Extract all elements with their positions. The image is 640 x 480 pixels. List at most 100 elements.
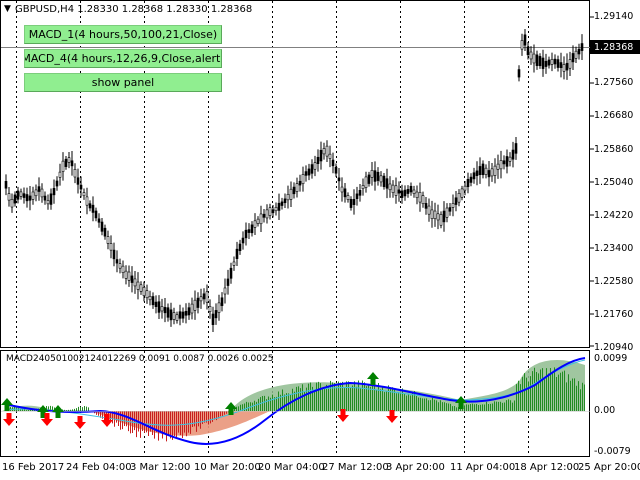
candle-body [193, 299, 197, 311]
candle-body [163, 307, 167, 314]
candle-body [286, 194, 290, 201]
candle-body [145, 290, 149, 299]
candle-body [535, 54, 539, 66]
macd4-button[interactable]: MACD_4(4 hours,12,26,9,Close,alert) [24, 49, 222, 68]
candle-body [442, 210, 446, 223]
candle-body [427, 205, 431, 215]
indicator-title: MACD240501002124012269 0.0091 0.0087 0.0… [6, 354, 274, 364]
candle-body [40, 188, 44, 198]
candle-body [52, 188, 56, 196]
candle-body [196, 297, 200, 308]
candle-body [13, 194, 17, 204]
candle-body [436, 213, 440, 221]
arrow-up-icon [37, 405, 49, 418]
candle-body [373, 170, 377, 182]
time-label: 10 Mar 20:00 [194, 462, 261, 473]
indicator-label: -0.0079 [594, 446, 631, 457]
candle-body [160, 306, 164, 312]
candle-body [64, 158, 68, 167]
price-pane-frame [0, 0, 590, 348]
candle-body [457, 193, 461, 203]
candle-body [556, 59, 560, 68]
candle-body [430, 209, 434, 219]
candle-body [337, 177, 341, 182]
candle-body [508, 156, 512, 162]
candle-body [127, 271, 131, 281]
candle-body [166, 307, 170, 318]
candle-body [283, 198, 287, 204]
time-label: 27 Mar 12:00 [322, 462, 389, 473]
candle-body [424, 203, 428, 209]
candle-body [343, 188, 347, 198]
candle-body [211, 313, 215, 325]
show-panel-button[interactable]: show panel [24, 73, 222, 92]
arrow-up-icon [455, 396, 467, 409]
candle-body [553, 58, 557, 65]
candle-body [7, 193, 11, 201]
candle-body [325, 145, 329, 157]
candle-body [136, 281, 140, 290]
price-label: 1.22580 [594, 276, 634, 287]
candle-body [529, 51, 533, 60]
candle-body [448, 207, 452, 212]
candle-body [289, 188, 293, 200]
candle-body [190, 303, 194, 314]
candle-body [139, 284, 143, 292]
candle-body [382, 175, 386, 187]
candle-body [406, 189, 410, 194]
candle-body [277, 202, 281, 211]
price-label: 1.24220 [594, 210, 634, 221]
candle-body [25, 194, 29, 202]
candle-body [307, 168, 311, 176]
candle-body [94, 210, 98, 219]
candle-body [34, 189, 38, 197]
candle-body [301, 174, 305, 185]
candle-body [259, 213, 263, 225]
candle-body [346, 195, 350, 200]
candle-body [439, 214, 443, 226]
candle-body [28, 195, 32, 201]
price-label: 1.20940 [594, 342, 634, 353]
candle-body [490, 168, 494, 177]
candle-body [82, 192, 86, 197]
price-label: 1.25860 [594, 144, 634, 155]
candle-body [49, 193, 53, 205]
candle-body [517, 69, 521, 78]
candle-body [433, 210, 437, 219]
candle-body [169, 309, 173, 321]
candle-body [499, 160, 503, 170]
dropdown-triangle-icon[interactable]: ▼ [4, 4, 11, 14]
candle-body [253, 220, 257, 228]
price-label: 1.25040 [594, 177, 634, 188]
candle-body [577, 48, 581, 55]
candle-body [322, 148, 326, 155]
candle-body [514, 143, 518, 154]
candle-body [97, 218, 101, 223]
time-label: 3 Apr 20:00 [386, 462, 445, 473]
candle-body [403, 189, 407, 197]
candle-body [91, 204, 95, 213]
candle-body [445, 207, 449, 218]
candle-body [523, 34, 527, 46]
candle-body [106, 236, 110, 244]
candle-body [580, 43, 584, 51]
candle-body [475, 170, 479, 176]
candle-body [505, 156, 509, 167]
candle-body [202, 293, 206, 300]
candle-body [349, 199, 353, 208]
candle-body [124, 270, 128, 279]
candle-body [550, 59, 554, 65]
candle-body [31, 191, 35, 200]
candle-body [538, 56, 542, 67]
candle-body [232, 261, 236, 266]
arrow-up-icon [225, 402, 237, 415]
time-label: 20 Mar 04:00 [258, 462, 325, 473]
candle-body [250, 224, 254, 234]
candle-body [109, 243, 113, 251]
candle-body [223, 287, 227, 295]
candle-body [385, 178, 389, 189]
symbol-title: GBPUSD,H4 1.28330 1.28368 1.28330 1.2836… [15, 4, 253, 15]
macd1-button[interactable]: MACD_1(4 hours,50,100,21,Close) [24, 25, 222, 44]
candle-body [451, 203, 455, 208]
